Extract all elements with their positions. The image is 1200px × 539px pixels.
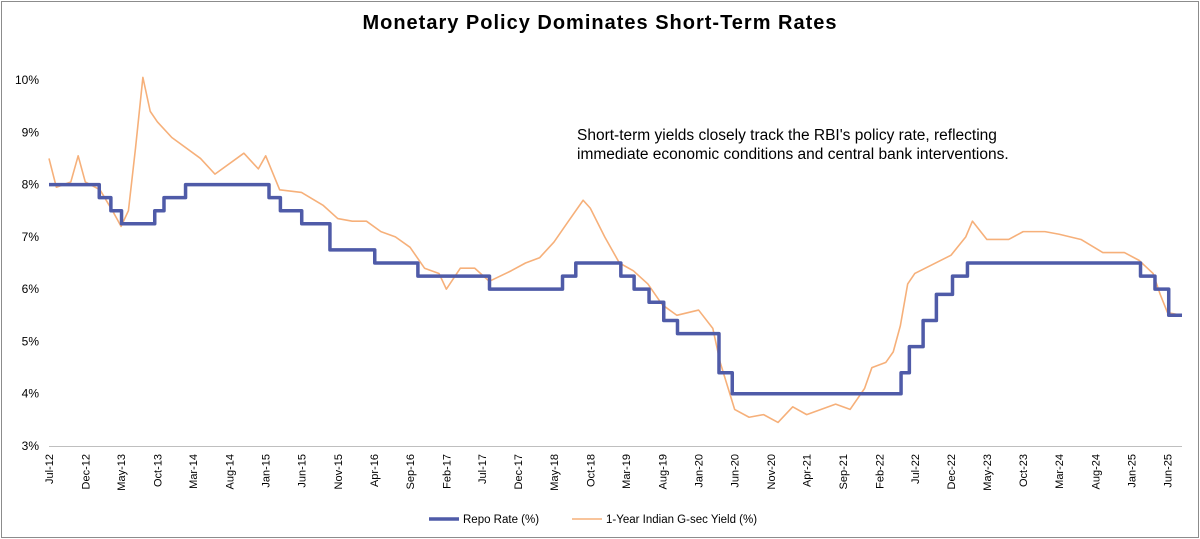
y-tick-label: 9% [22, 125, 40, 139]
axis-layer: 3% 4% 5% 6% 7% 8% 9% 10% Jul-12 Dec-12 May-13 Oct-1… [15, 73, 1182, 491]
x-tick-label: Sep-16 [405, 454, 417, 489]
x-tick-label: Jun-20 [730, 454, 742, 488]
x-tick-label: Nov-20 [766, 454, 778, 489]
x-tick-label: Jul-12 [44, 454, 56, 484]
x-tick-label: Aug-24 [1090, 454, 1102, 489]
x-tick-label: May-18 [549, 454, 561, 491]
x-tick-label: Sep-21 [838, 454, 850, 489]
x-tick-label: Jun-25 [1163, 454, 1175, 488]
x-tick-label: Feb-22 [874, 454, 886, 489]
x-tick-label: May-23 [982, 454, 994, 491]
x-tick-label: Jan-20 [694, 454, 706, 488]
x-tick-label: Oct-13 [152, 454, 164, 487]
gsec-yield-line [48, 76, 1183, 424]
x-tick-label: Jan-15 [261, 454, 273, 488]
chart-annotation: Short-term yields closely track the RBI'… [577, 127, 1009, 163]
y-tick-label: 8% [22, 178, 40, 192]
x-tick-label: Jul-22 [910, 454, 922, 484]
x-tick-label: Mar-14 [188, 454, 200, 489]
x-tick-label: Mar-24 [1054, 454, 1066, 489]
legend-repo-label: Repo Rate (%) [463, 514, 539, 526]
y-tick-label: 7% [22, 230, 40, 244]
y-tick-label: 6% [22, 282, 40, 296]
x-tick-label: Feb-17 [441, 454, 453, 489]
series-layer [48, 76, 1183, 424]
x-tick-label: May-13 [116, 454, 128, 491]
x-tick-label: Apr-16 [369, 454, 381, 487]
legend: Repo Rate (%) 1-Year Indian G-sec Yield (… [429, 514, 757, 526]
x-tick-label: Oct-18 [585, 454, 597, 487]
x-tick-label: Oct-23 [1018, 454, 1030, 487]
x-tick-label: Dec-22 [946, 454, 958, 489]
y-tick-label: 4% [22, 387, 40, 401]
x-tick-label: Apr-21 [802, 454, 814, 487]
x-tick-label: Jan-25 [1127, 454, 1139, 488]
y-tick-label: 5% [22, 334, 40, 348]
x-tick-label: Jul-17 [477, 454, 489, 484]
x-tick-label: Dec-17 [513, 454, 525, 489]
x-tick-label: Dec-12 [80, 454, 92, 489]
x-tick-label: Mar-19 [621, 454, 633, 489]
legend-gsec-label: 1-Year Indian G-sec Yield (%) [606, 514, 757, 526]
y-tick-label: 3% [22, 439, 40, 453]
y-tick-label: 10% [15, 73, 39, 87]
x-tick-label: Nov-15 [333, 454, 345, 489]
repo-rate-line [49, 182, 1182, 396]
x-tick-label: Jun-15 [296, 454, 308, 488]
x-tick-label: Aug-14 [224, 454, 236, 489]
chart-title: Monetary Policy Dominates Short-Term Rat… [362, 12, 838, 34]
x-tick-label: Aug-19 [657, 454, 669, 489]
